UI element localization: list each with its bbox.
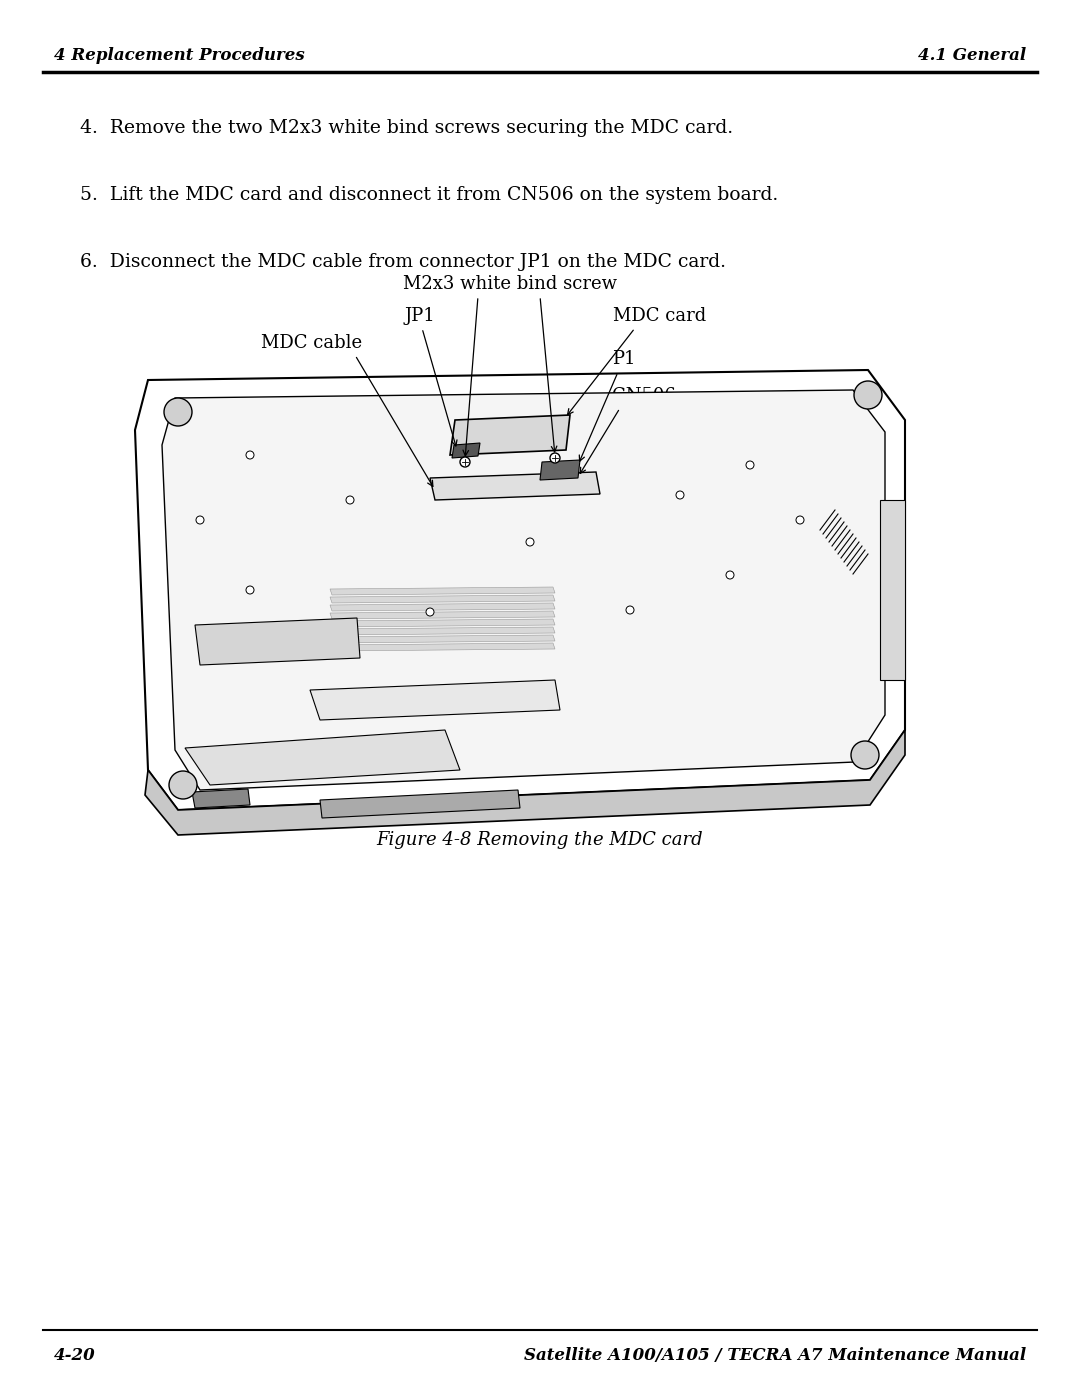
Polygon shape [330,587,555,595]
Circle shape [796,515,804,524]
Circle shape [426,608,434,616]
Circle shape [168,771,197,799]
Polygon shape [330,595,555,604]
Text: JP1: JP1 [405,307,435,326]
Circle shape [164,398,192,426]
Circle shape [246,451,254,460]
Text: 4-20: 4-20 [54,1347,96,1363]
Polygon shape [135,370,905,810]
Text: 6.  Disconnect the MDC cable from connector JP1 on the MDC card.: 6. Disconnect the MDC cable from connect… [80,253,726,271]
Polygon shape [145,731,905,835]
Polygon shape [330,619,555,627]
Circle shape [195,515,204,524]
Polygon shape [880,500,905,680]
Circle shape [746,461,754,469]
Polygon shape [185,731,460,785]
Circle shape [526,538,534,546]
Text: 4.1 General: 4.1 General [918,46,1026,63]
Circle shape [246,585,254,594]
Polygon shape [540,460,580,481]
Polygon shape [453,443,480,458]
Polygon shape [162,390,885,789]
Circle shape [460,457,470,467]
Polygon shape [330,610,555,619]
Polygon shape [430,472,600,500]
Circle shape [676,490,684,499]
Polygon shape [195,617,360,665]
Text: MDC card: MDC card [613,307,706,326]
Text: 4.  Remove the two M2x3 white bind screws securing the MDC card.: 4. Remove the two M2x3 white bind screws… [80,119,733,137]
Text: MDC cable: MDC cable [261,334,363,352]
Circle shape [550,453,561,462]
Text: CN506: CN506 [612,387,676,405]
Polygon shape [330,643,555,651]
Polygon shape [192,789,249,807]
Polygon shape [450,415,570,455]
Circle shape [726,571,734,578]
Polygon shape [310,680,561,719]
Circle shape [626,606,634,615]
Text: 4 Replacement Procedures: 4 Replacement Procedures [54,46,305,63]
Circle shape [851,740,879,768]
Text: M2x3 white bind screw: M2x3 white bind screw [403,275,617,293]
Text: 5.  Lift the MDC card and disconnect it from CN506 on the system board.: 5. Lift the MDC card and disconnect it f… [80,186,779,204]
Text: Figure 4-8 Removing the MDC card: Figure 4-8 Removing the MDC card [377,831,703,849]
Polygon shape [330,604,555,610]
Circle shape [346,496,354,504]
Polygon shape [330,636,555,643]
Polygon shape [320,789,519,819]
Polygon shape [330,627,555,636]
Circle shape [854,381,882,409]
Text: Satellite A100/A105 / TECRA A7 Maintenance Manual: Satellite A100/A105 / TECRA A7 Maintenan… [524,1347,1026,1363]
Text: P1: P1 [612,351,635,367]
